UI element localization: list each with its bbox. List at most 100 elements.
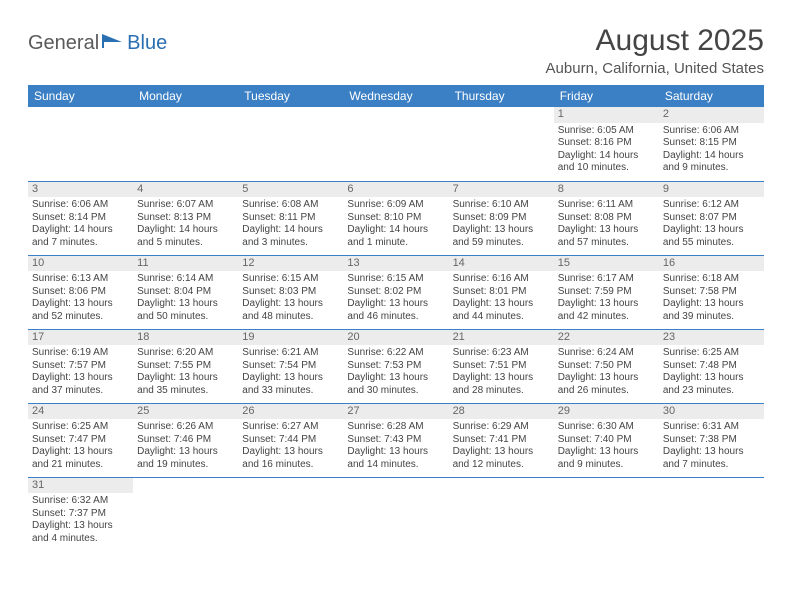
calendar-row: 24Sunrise: 6:25 AMSunset: 7:47 PMDayligh… <box>28 403 764 477</box>
day-number: 23 <box>659 330 764 346</box>
calendar-cell: 13Sunrise: 6:15 AMSunset: 8:02 PMDayligh… <box>343 255 448 329</box>
sunset-text: Sunset: 8:16 PM <box>558 137 655 150</box>
logo-text-general: General <box>28 32 99 55</box>
sunset-text: Sunset: 7:50 PM <box>558 360 655 373</box>
day-info: Sunrise: 6:20 AMSunset: 7:55 PMDaylight:… <box>133 345 238 401</box>
weekday-header: Tuesday <box>238 85 343 107</box>
sunset-text: Sunset: 7:53 PM <box>347 360 444 373</box>
day-number: 15 <box>554 256 659 272</box>
sunset-text: Sunset: 7:48 PM <box>663 360 760 373</box>
daylight-text: Daylight: 13 hours and 19 minutes. <box>137 446 234 471</box>
day-info: Sunrise: 6:09 AMSunset: 8:10 PMDaylight:… <box>343 197 448 253</box>
day-info: Sunrise: 6:05 AMSunset: 8:16 PMDaylight:… <box>554 123 659 179</box>
day-info: Sunrise: 6:10 AMSunset: 8:09 PMDaylight:… <box>449 197 554 253</box>
calendar-cell: 8Sunrise: 6:11 AMSunset: 8:08 PMDaylight… <box>554 181 659 255</box>
day-info: Sunrise: 6:18 AMSunset: 7:58 PMDaylight:… <box>659 271 764 327</box>
day-info: Sunrise: 6:21 AMSunset: 7:54 PMDaylight:… <box>238 345 343 401</box>
logo-text-blue: Blue <box>127 32 167 55</box>
day-info: Sunrise: 6:25 AMSunset: 7:48 PMDaylight:… <box>659 345 764 401</box>
sunrise-text: Sunrise: 6:14 AM <box>137 273 234 286</box>
day-number: 31 <box>28 478 133 494</box>
calendar-cell-empty <box>343 107 448 181</box>
day-number: 8 <box>554 182 659 198</box>
sunrise-text: Sunrise: 6:09 AM <box>347 199 444 212</box>
day-info: Sunrise: 6:28 AMSunset: 7:43 PMDaylight:… <box>343 419 448 475</box>
sunset-text: Sunset: 7:54 PM <box>242 360 339 373</box>
calendar-cell-empty <box>238 477 343 551</box>
day-number: 6 <box>343 182 448 198</box>
sunset-text: Sunset: 7:46 PM <box>137 434 234 447</box>
calendar-cell: 9Sunrise: 6:12 AMSunset: 8:07 PMDaylight… <box>659 181 764 255</box>
day-info: Sunrise: 6:17 AMSunset: 7:59 PMDaylight:… <box>554 271 659 327</box>
day-number: 21 <box>449 330 554 346</box>
sunset-text: Sunset: 7:37 PM <box>32 508 129 521</box>
weekday-header: Thursday <box>449 85 554 107</box>
day-number: 4 <box>133 182 238 198</box>
logo: General Blue <box>28 24 167 55</box>
daylight-text: Daylight: 13 hours and 21 minutes. <box>32 446 129 471</box>
day-number: 27 <box>343 404 448 420</box>
title-block: August 2025 Auburn, California, United S… <box>546 24 764 77</box>
sunrise-text: Sunrise: 6:13 AM <box>32 273 129 286</box>
calendar-cell: 28Sunrise: 6:29 AMSunset: 7:41 PMDayligh… <box>449 403 554 477</box>
sunset-text: Sunset: 8:01 PM <box>453 286 550 299</box>
sunset-text: Sunset: 7:58 PM <box>663 286 760 299</box>
sunset-text: Sunset: 8:11 PM <box>242 212 339 225</box>
day-number: 26 <box>238 404 343 420</box>
day-number: 29 <box>554 404 659 420</box>
day-info: Sunrise: 6:12 AMSunset: 8:07 PMDaylight:… <box>659 197 764 253</box>
day-info: Sunrise: 6:08 AMSunset: 8:11 PMDaylight:… <box>238 197 343 253</box>
day-info: Sunrise: 6:23 AMSunset: 7:51 PMDaylight:… <box>449 345 554 401</box>
daylight-text: Daylight: 13 hours and 9 minutes. <box>558 446 655 471</box>
page: General Blue August 2025 Auburn, Califor… <box>0 0 792 575</box>
daylight-text: Daylight: 13 hours and 39 minutes. <box>663 298 760 323</box>
daylight-text: Daylight: 14 hours and 1 minute. <box>347 224 444 249</box>
calendar-cell-empty <box>659 477 764 551</box>
calendar-cell-empty <box>343 477 448 551</box>
daylight-text: Daylight: 13 hours and 7 minutes. <box>663 446 760 471</box>
calendar-cell: 24Sunrise: 6:25 AMSunset: 7:47 PMDayligh… <box>28 403 133 477</box>
day-number: 20 <box>343 330 448 346</box>
sunset-text: Sunset: 7:47 PM <box>32 434 129 447</box>
day-number: 9 <box>659 182 764 198</box>
sunrise-text: Sunrise: 6:20 AM <box>137 347 234 360</box>
day-info: Sunrise: 6:22 AMSunset: 7:53 PMDaylight:… <box>343 345 448 401</box>
daylight-text: Daylight: 13 hours and 12 minutes. <box>453 446 550 471</box>
sunrise-text: Sunrise: 6:29 AM <box>453 421 550 434</box>
daylight-text: Daylight: 14 hours and 3 minutes. <box>242 224 339 249</box>
calendar-cell: 30Sunrise: 6:31 AMSunset: 7:38 PMDayligh… <box>659 403 764 477</box>
daylight-text: Daylight: 14 hours and 9 minutes. <box>663 150 760 175</box>
calendar-head: SundayMondayTuesdayWednesdayThursdayFrid… <box>28 85 764 107</box>
daylight-text: Daylight: 13 hours and 37 minutes. <box>32 372 129 397</box>
calendar-row: 1Sunrise: 6:05 AMSunset: 8:16 PMDaylight… <box>28 107 764 181</box>
sunset-text: Sunset: 8:10 PM <box>347 212 444 225</box>
day-number: 3 <box>28 182 133 198</box>
sunrise-text: Sunrise: 6:06 AM <box>32 199 129 212</box>
calendar-row: 31Sunrise: 6:32 AMSunset: 7:37 PMDayligh… <box>28 477 764 551</box>
sunrise-text: Sunrise: 6:31 AM <box>663 421 760 434</box>
calendar-cell: 15Sunrise: 6:17 AMSunset: 7:59 PMDayligh… <box>554 255 659 329</box>
calendar-cell: 18Sunrise: 6:20 AMSunset: 7:55 PMDayligh… <box>133 329 238 403</box>
calendar-cell: 1Sunrise: 6:05 AMSunset: 8:16 PMDaylight… <box>554 107 659 181</box>
day-number: 17 <box>28 330 133 346</box>
day-info: Sunrise: 6:31 AMSunset: 7:38 PMDaylight:… <box>659 419 764 475</box>
calendar-cell: 17Sunrise: 6:19 AMSunset: 7:57 PMDayligh… <box>28 329 133 403</box>
daylight-text: Daylight: 13 hours and 42 minutes. <box>558 298 655 323</box>
calendar-cell: 21Sunrise: 6:23 AMSunset: 7:51 PMDayligh… <box>449 329 554 403</box>
sunset-text: Sunset: 7:55 PM <box>137 360 234 373</box>
daylight-text: Daylight: 13 hours and 33 minutes. <box>242 372 339 397</box>
sunset-text: Sunset: 7:40 PM <box>558 434 655 447</box>
daylight-text: Daylight: 13 hours and 44 minutes. <box>453 298 550 323</box>
sunrise-text: Sunrise: 6:18 AM <box>663 273 760 286</box>
calendar-cell: 5Sunrise: 6:08 AMSunset: 8:11 PMDaylight… <box>238 181 343 255</box>
day-info: Sunrise: 6:07 AMSunset: 8:13 PMDaylight:… <box>133 197 238 253</box>
sunset-text: Sunset: 7:43 PM <box>347 434 444 447</box>
page-subtitle: Auburn, California, United States <box>546 60 764 77</box>
sunrise-text: Sunrise: 6:15 AM <box>347 273 444 286</box>
weekday-header: Sunday <box>28 85 133 107</box>
sunset-text: Sunset: 8:03 PM <box>242 286 339 299</box>
daylight-text: Daylight: 13 hours and 48 minutes. <box>242 298 339 323</box>
sunrise-text: Sunrise: 6:12 AM <box>663 199 760 212</box>
sunrise-text: Sunrise: 6:08 AM <box>242 199 339 212</box>
sunrise-text: Sunrise: 6:21 AM <box>242 347 339 360</box>
